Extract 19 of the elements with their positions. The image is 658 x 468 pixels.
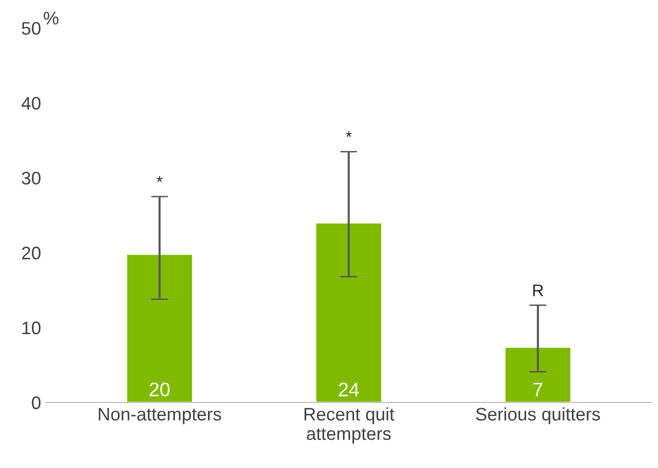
- bar: [126, 254, 194, 402]
- bar: [314, 222, 383, 402]
- annotation: *: [156, 176, 163, 182]
- bar: [504, 346, 572, 402]
- data-label: 24: [338, 382, 359, 396]
- x-tick-label: Non-attempters: [98, 408, 222, 424]
- annotation: R: [533, 284, 544, 296]
- data-label: 20: [150, 382, 170, 396]
- y-tick-label: 0: [32, 396, 40, 410]
- y-tick-label: 20: [22, 246, 40, 260]
- y-tick-label: 30: [22, 172, 40, 185]
- x-tick-label: Recent quit attempters: [304, 407, 394, 444]
- x-tick-label: Serious quitters: [476, 407, 600, 424]
- data-label: 7: [534, 382, 542, 396]
- y-tick-label: 50: [22, 22, 40, 35]
- y-tick-label: 10: [22, 322, 40, 334]
- y-tick-label: 40: [22, 96, 40, 110]
- annotation: *: [346, 131, 352, 138]
- y-axis-title: %: [44, 12, 58, 24]
